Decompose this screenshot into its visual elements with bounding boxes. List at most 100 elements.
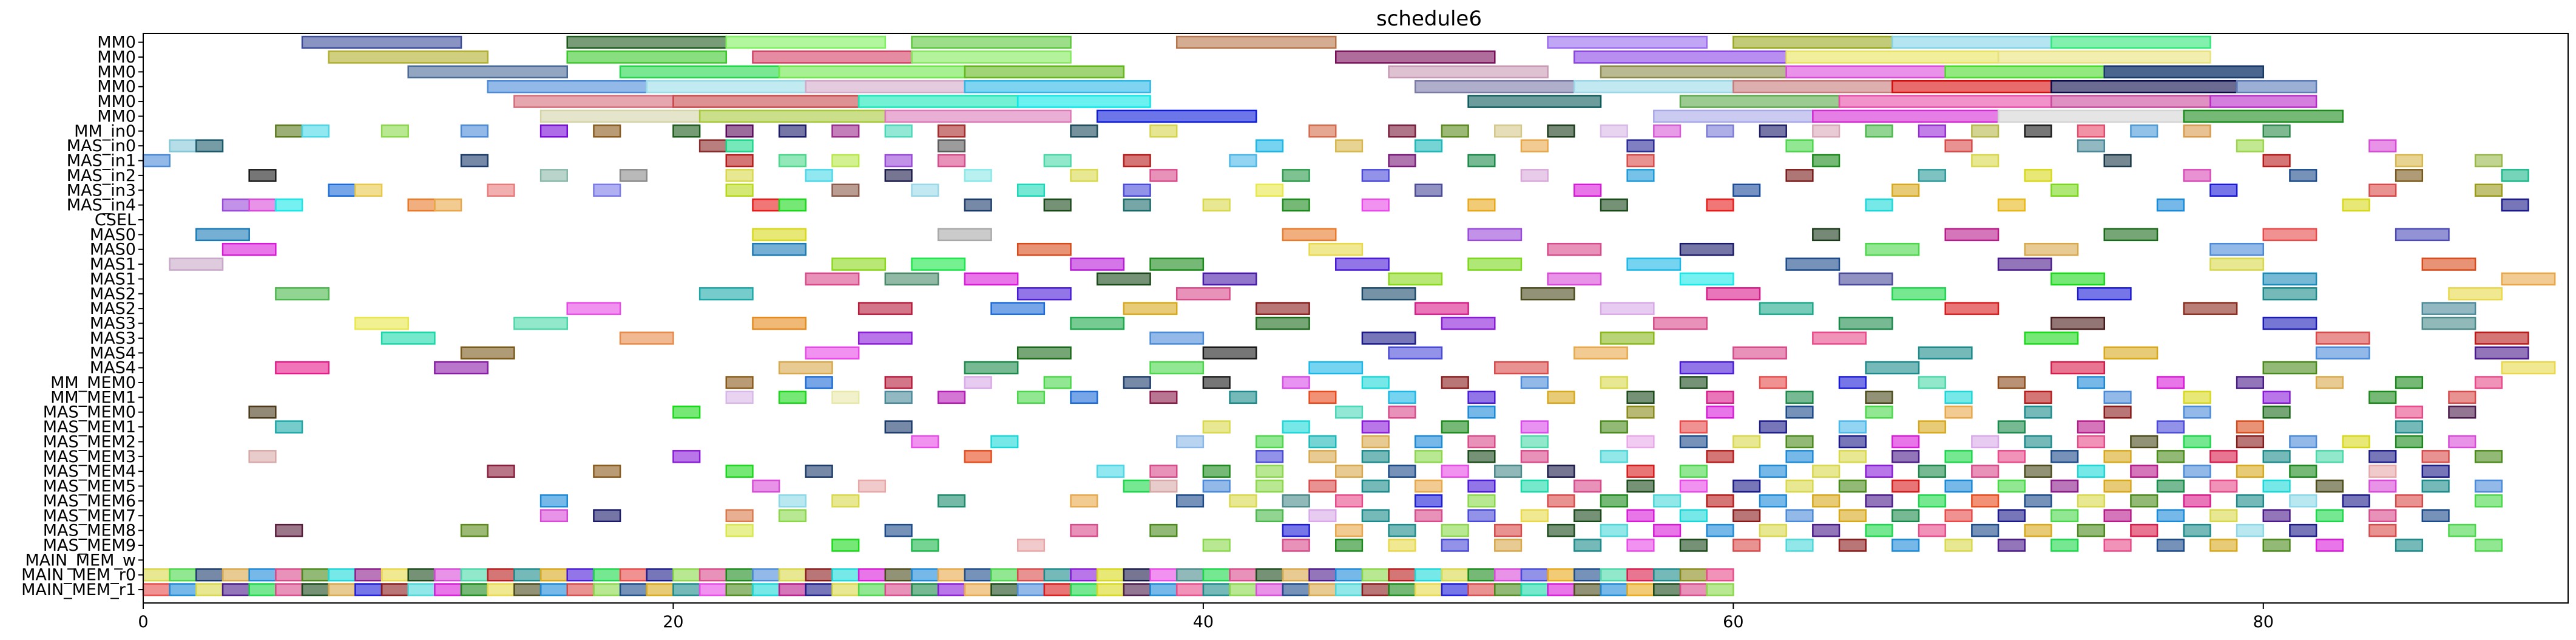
- task-bar: [2474, 332, 2529, 345]
- task-bar: [354, 583, 383, 596]
- y-tick-label: MM0: [97, 92, 136, 111]
- task-bar: [1361, 568, 1390, 582]
- task-bar: [1653, 124, 1682, 138]
- plot-frame: [143, 33, 2569, 604]
- task-bar: [2368, 139, 2397, 152]
- task-bar: [1096, 272, 1151, 286]
- task-bar: [1388, 272, 1443, 286]
- task-bar: [1997, 479, 2026, 493]
- task-bar: [1653, 316, 1708, 330]
- task-bar: [1944, 390, 1973, 404]
- task-bar: [725, 583, 754, 596]
- task-bar: [619, 583, 648, 596]
- task-bar: [1891, 479, 1920, 493]
- y-tick-label: MAS4: [90, 344, 136, 363]
- task-bar: [2289, 435, 2317, 449]
- task-bar: [2474, 376, 2503, 389]
- task-bar: [2024, 435, 2052, 449]
- task-bar: [539, 169, 569, 182]
- y-tick-label: MAS1: [90, 270, 136, 288]
- task-bar: [1494, 361, 1549, 375]
- task-bar: [1308, 435, 1337, 449]
- task-bar: [1679, 361, 1734, 375]
- task-bar: [1600, 494, 1628, 508]
- task-bar: [1865, 242, 1920, 256]
- task-bar: [2024, 332, 2079, 345]
- task-bar: [1415, 509, 1443, 523]
- task-bar: [1361, 583, 1390, 596]
- task-bar: [1334, 583, 1364, 596]
- task-bar: [805, 346, 860, 360]
- task-bar: [1441, 583, 1469, 596]
- task-bar: [1494, 583, 1523, 596]
- task-bar: [2395, 435, 2424, 449]
- task-bar: [1175, 35, 1337, 49]
- task-bar: [2262, 316, 2317, 330]
- task-bar: [2474, 346, 2529, 360]
- task-bar: [1334, 50, 1496, 64]
- task-bar: [1733, 35, 1893, 49]
- task-bar: [1441, 568, 1469, 582]
- task-bar: [2156, 420, 2185, 434]
- task-bar: [911, 50, 1072, 64]
- y-tick-label: MAS_MEM2: [43, 432, 136, 451]
- task-bar: [1149, 465, 1178, 478]
- task-bar: [539, 509, 569, 523]
- task-bar: [1812, 109, 2000, 123]
- task-bar: [1865, 390, 1893, 404]
- task-bar: [1308, 124, 1337, 138]
- task-bar: [1600, 523, 1628, 537]
- task-bar: [990, 302, 1046, 315]
- task-bar: [1149, 568, 1178, 582]
- task-bar: [1202, 272, 1257, 286]
- task-bar: [593, 183, 621, 197]
- task-bar: [778, 124, 807, 138]
- task-bar: [1706, 124, 1734, 138]
- task-bar: [2421, 465, 2450, 478]
- task-bar: [1096, 109, 1257, 123]
- task-bar: [142, 568, 171, 582]
- task-bar: [725, 390, 754, 404]
- task-bar: [2183, 169, 2211, 182]
- task-bar: [2448, 523, 2476, 537]
- task-bar: [1202, 346, 1257, 360]
- y-tick-label: MM0: [97, 78, 136, 97]
- task-bar: [2077, 139, 2105, 152]
- task-bar: [619, 65, 780, 79]
- task-bar: [328, 50, 488, 64]
- task-bar: [1626, 465, 1655, 478]
- task-bar: [1467, 228, 1523, 242]
- task-bar: [698, 583, 728, 596]
- task-bar: [2077, 465, 2105, 478]
- task-bar: [2474, 479, 2503, 493]
- task-bar: [1785, 169, 1814, 182]
- task-bar: [1255, 450, 1284, 463]
- task-bar: [1520, 479, 1549, 493]
- task-bar: [460, 523, 488, 537]
- task-bar: [805, 169, 833, 182]
- task-bar: [672, 583, 701, 596]
- task-bar: [1971, 435, 2000, 449]
- task-bar: [1626, 539, 1655, 552]
- task-bar: [2209, 257, 2265, 271]
- task-bar: [1626, 169, 1655, 182]
- task-bar: [1865, 198, 1893, 212]
- task-bar: [2421, 450, 2450, 463]
- task-bar: [2209, 242, 2265, 256]
- task-bar: [2262, 154, 2291, 168]
- task-bar: [937, 228, 992, 242]
- task-bar: [1865, 494, 1893, 508]
- task-bar: [593, 124, 621, 138]
- task-bar: [1574, 183, 1602, 197]
- task-bar: [2024, 523, 2052, 537]
- task-bar: [1096, 568, 1125, 582]
- task-bar: [513, 568, 542, 582]
- task-bar: [646, 568, 674, 582]
- task-bar: [1016, 583, 1046, 596]
- y-tick-label: MAS2: [90, 299, 136, 318]
- task-bar: [1070, 316, 1125, 330]
- task-bar: [2368, 390, 2397, 404]
- task-bar: [2130, 124, 2158, 138]
- task-bar: [1520, 139, 1549, 152]
- task-bar: [1282, 169, 1310, 182]
